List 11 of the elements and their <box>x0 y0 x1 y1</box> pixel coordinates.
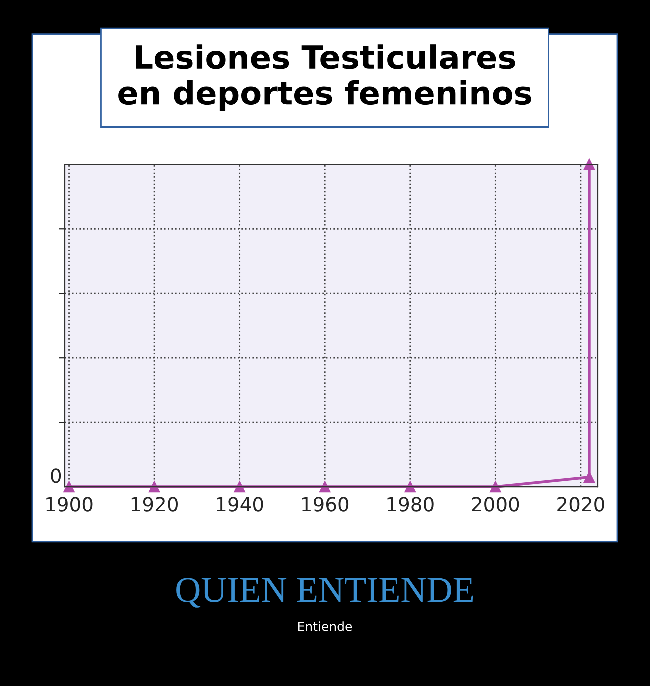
x-tick-label: 1900 <box>46 497 93 512</box>
x-tick-label: 1940 <box>217 497 264 512</box>
x-tick-label: 1920 <box>132 497 178 512</box>
chart-title: Lesiones Testiculares en deportes femeninos <box>118 44 532 112</box>
x-tick-label: 2000 <box>472 497 520 512</box>
text: Entiende <box>298 622 352 632</box>
text: 0 <box>51 468 62 484</box>
text: QUIEN ENTIENDE <box>176 578 474 608</box>
x-tick-label: 1960 <box>302 497 349 512</box>
x-tick-label: 2020 <box>558 497 604 512</box>
x-tick-label: 1980 <box>388 497 434 512</box>
